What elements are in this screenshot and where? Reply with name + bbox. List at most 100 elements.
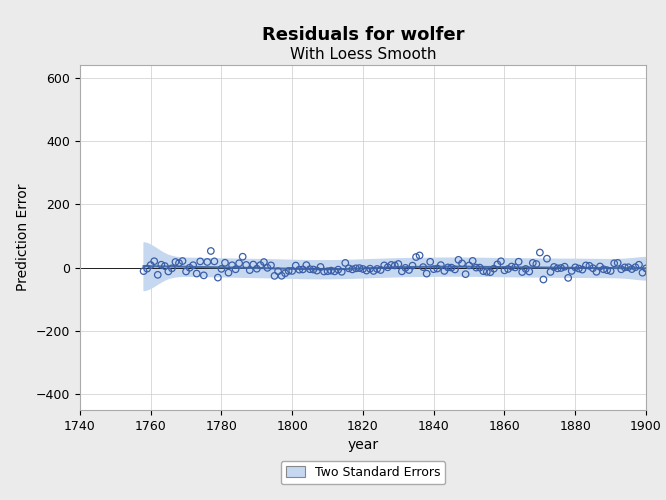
Point xyxy=(329,268,340,276)
Point xyxy=(280,269,290,277)
Point xyxy=(365,264,376,272)
Point xyxy=(471,264,482,272)
Point xyxy=(411,253,422,261)
Point xyxy=(287,267,298,275)
Point xyxy=(223,268,234,276)
Point xyxy=(496,258,506,266)
Point xyxy=(149,257,160,265)
Point xyxy=(322,267,333,275)
Point xyxy=(294,266,304,274)
Point xyxy=(520,265,531,273)
Point xyxy=(184,264,195,272)
Point xyxy=(304,265,315,273)
Point xyxy=(538,276,549,283)
Point xyxy=(336,268,347,276)
Point xyxy=(422,270,432,278)
Point xyxy=(333,266,344,274)
Point xyxy=(570,264,581,272)
Point xyxy=(404,266,414,274)
Point xyxy=(166,264,177,272)
Point xyxy=(492,260,503,268)
Text: With Loess Smooth: With Loess Smooth xyxy=(290,46,436,62)
Point xyxy=(230,266,241,274)
Point xyxy=(619,264,630,272)
Point xyxy=(464,262,474,270)
Point xyxy=(344,264,354,272)
Point xyxy=(308,266,319,274)
Point xyxy=(237,252,248,260)
Point xyxy=(584,262,595,270)
Point xyxy=(319,268,330,276)
Point xyxy=(386,261,397,269)
Point xyxy=(160,262,170,270)
Point xyxy=(191,270,202,278)
Point xyxy=(202,258,212,266)
Point xyxy=(195,258,206,266)
Point xyxy=(252,264,262,272)
Point xyxy=(258,258,269,266)
Point xyxy=(609,260,619,268)
Point xyxy=(188,261,198,269)
Point xyxy=(177,257,188,265)
Point xyxy=(145,261,156,269)
Point xyxy=(443,264,454,272)
Point xyxy=(591,268,602,276)
Point xyxy=(234,259,244,267)
Text: Residuals for wolfer: Residuals for wolfer xyxy=(262,26,464,44)
Point xyxy=(450,266,460,274)
Point xyxy=(453,256,464,264)
Point xyxy=(269,272,280,280)
Point xyxy=(361,266,372,274)
Point xyxy=(174,259,184,267)
Point xyxy=(266,262,276,270)
Point xyxy=(407,262,418,270)
Point xyxy=(276,272,287,280)
Point xyxy=(566,267,577,275)
Point xyxy=(393,260,404,268)
Point xyxy=(170,258,180,266)
Point xyxy=(513,258,524,266)
Point xyxy=(531,260,541,268)
Point xyxy=(436,261,446,269)
Point xyxy=(400,264,411,272)
Point xyxy=(446,264,457,272)
Point xyxy=(414,252,425,260)
Point xyxy=(535,248,545,256)
Point xyxy=(489,264,500,272)
Point xyxy=(216,265,227,273)
Point xyxy=(457,260,468,268)
Point xyxy=(552,264,563,272)
Point xyxy=(541,254,552,262)
Point xyxy=(298,266,308,274)
Point xyxy=(396,268,407,276)
Point xyxy=(315,263,326,271)
Point xyxy=(368,267,379,275)
Point xyxy=(244,266,255,274)
Point xyxy=(439,267,450,275)
Point xyxy=(633,261,644,269)
Point xyxy=(485,268,496,276)
Point xyxy=(347,266,358,274)
Point xyxy=(273,267,284,275)
Point xyxy=(428,265,439,273)
Point xyxy=(255,261,266,269)
Point xyxy=(506,262,517,270)
Point xyxy=(499,266,509,274)
Point xyxy=(478,267,489,275)
Point xyxy=(163,268,174,276)
Point xyxy=(312,266,322,274)
Point xyxy=(283,267,294,275)
Point xyxy=(326,266,336,274)
Point xyxy=(212,274,223,281)
Point xyxy=(142,264,153,272)
Point xyxy=(379,262,390,270)
Point xyxy=(248,260,258,268)
Point xyxy=(209,258,220,266)
Point xyxy=(630,263,641,271)
Point xyxy=(556,264,567,272)
Point xyxy=(545,268,556,276)
Point xyxy=(527,259,538,267)
Point xyxy=(198,272,209,280)
Point xyxy=(206,247,216,255)
Point xyxy=(376,266,386,274)
